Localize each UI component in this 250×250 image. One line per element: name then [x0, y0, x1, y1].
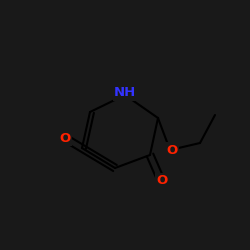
Text: O: O	[60, 132, 71, 144]
Text: O: O	[156, 174, 168, 188]
Text: NH: NH	[114, 86, 136, 100]
Text: O: O	[166, 144, 177, 156]
